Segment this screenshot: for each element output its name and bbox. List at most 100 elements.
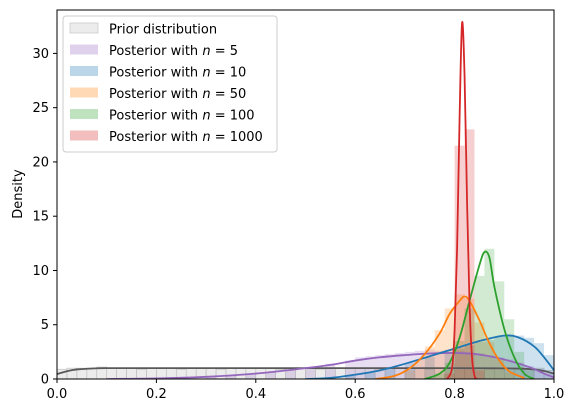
hist-bar bbox=[414, 350, 425, 379]
legend-label-variable: n bbox=[202, 130, 210, 145]
y-tick-label: 25 bbox=[32, 101, 49, 116]
hist-bar bbox=[285, 370, 296, 379]
legend-label: Posterior with n = 10 bbox=[109, 66, 246, 81]
x-tick-label: 1.0 bbox=[544, 387, 565, 402]
legend-entry: Posterior with n = 10 bbox=[70, 66, 246, 81]
legend-swatch bbox=[70, 87, 98, 98]
hist-bar bbox=[484, 339, 495, 379]
legend-label-prefix: Posterior with bbox=[109, 130, 202, 145]
legend-label: Posterior with n = 100 bbox=[109, 109, 255, 124]
y-tick-label: 15 bbox=[32, 210, 49, 225]
hist-bar bbox=[206, 376, 217, 379]
series-4-kde-line bbox=[424, 250, 535, 379]
legend-label-value: = 10 bbox=[211, 66, 247, 81]
legend-label: Posterior with n = 1000 bbox=[109, 130, 263, 145]
legend-entry: Posterior with n = 1000 bbox=[70, 130, 263, 145]
legend-swatch bbox=[70, 66, 98, 76]
legend-label-variable: n bbox=[202, 66, 210, 81]
legend-label-variable: n bbox=[202, 44, 210, 59]
hist-bar bbox=[385, 368, 395, 379]
legend-entry: Prior distribution bbox=[69, 22, 217, 38]
legend-label-prefix: Prior distribution bbox=[109, 23, 217, 38]
kde-layer bbox=[57, 21, 554, 379]
y-tick-label: 20 bbox=[32, 155, 49, 170]
hist-bar bbox=[454, 350, 465, 379]
y-tick-label: 5 bbox=[41, 318, 49, 333]
hist-bar bbox=[504, 334, 515, 379]
hist-bar bbox=[514, 335, 525, 379]
series-3-kde-line bbox=[374, 295, 525, 379]
hist-bar bbox=[464, 345, 475, 379]
hist-bar bbox=[136, 368, 147, 379]
hist-bar bbox=[235, 367, 247, 379]
legend-label-value: = 50 bbox=[211, 87, 247, 102]
y-tick-label: 10 bbox=[32, 264, 49, 279]
legend-label-prefix: Posterior with bbox=[109, 87, 202, 102]
hist-bar bbox=[414, 359, 425, 379]
hist-bar bbox=[404, 351, 415, 379]
hist-bar bbox=[494, 359, 505, 379]
x-tick-label: 0.4 bbox=[245, 387, 266, 402]
hist-bar bbox=[245, 374, 256, 379]
hist-bar bbox=[454, 348, 465, 379]
legend-label: Posterior with n = 5 bbox=[109, 44, 238, 59]
hist-bar bbox=[534, 343, 545, 379]
legend-swatch bbox=[69, 22, 99, 34]
series-5-kde-line bbox=[446, 21, 478, 379]
hist-bar bbox=[265, 372, 276, 379]
hist-bar bbox=[444, 362, 455, 379]
y-axis-title: Density bbox=[11, 169, 26, 219]
plot-frame bbox=[56, 9, 555, 380]
y-tick-label: 0 bbox=[41, 373, 49, 388]
hist-bar bbox=[474, 275, 485, 379]
hist-bar bbox=[424, 346, 435, 379]
legend-label-value: = 5 bbox=[211, 44, 238, 59]
hist-bar bbox=[404, 370, 415, 379]
legend-entry: Posterior with n = 50 bbox=[70, 87, 246, 102]
hist-bar bbox=[434, 373, 445, 379]
hist-bar bbox=[454, 341, 465, 379]
hist-bar bbox=[106, 367, 117, 379]
legend-swatch bbox=[70, 44, 98, 55]
hist-bar bbox=[464, 298, 475, 379]
hist-bar bbox=[225, 375, 236, 379]
hist-bar bbox=[325, 363, 336, 379]
hist-bar bbox=[504, 372, 515, 379]
hist-bar bbox=[215, 368, 227, 379]
x-tick-label: 0.0 bbox=[47, 387, 68, 402]
legend-swatch bbox=[70, 109, 98, 119]
y-axis: 0 5 10 15 20 25 30 bbox=[32, 47, 57, 388]
hist-bar bbox=[365, 372, 376, 379]
hist-bar bbox=[524, 337, 535, 379]
series-0-kde-line bbox=[57, 367, 554, 375]
x-tick-label: 0.8 bbox=[444, 387, 465, 402]
hist-bar bbox=[305, 367, 316, 379]
hist-bar bbox=[146, 367, 157, 379]
hist-bar bbox=[514, 362, 525, 379]
x-tick-label: 0.2 bbox=[146, 387, 167, 402]
hist-bar bbox=[116, 367, 127, 379]
hist-bar bbox=[474, 352, 485, 379]
legend-entry: Posterior with n = 5 bbox=[70, 44, 238, 59]
legend-label-value: = 100 bbox=[211, 109, 255, 124]
hist-bar bbox=[524, 365, 535, 379]
y-tick-label: 30 bbox=[32, 47, 49, 62]
legend-label-variable: n bbox=[202, 87, 210, 102]
legend-label-prefix: Posterior with bbox=[109, 109, 202, 124]
hist-bar bbox=[544, 355, 554, 379]
hist-bar bbox=[385, 354, 395, 379]
hist-bar bbox=[464, 351, 475, 379]
legend-label-prefix: Posterior with bbox=[109, 66, 202, 81]
x-axis: 0.0 0.2 0.4 0.6 0.8 1.0 bbox=[47, 379, 565, 402]
hist-bar bbox=[464, 129, 475, 379]
legend-label-value: = 1000 bbox=[211, 130, 263, 145]
hist-bar bbox=[345, 360, 356, 379]
legend-entry: Posterior with n = 100 bbox=[70, 109, 255, 124]
x-tick-label: 0.6 bbox=[345, 387, 366, 402]
hist-bar bbox=[126, 367, 137, 379]
hist-bar bbox=[404, 362, 415, 379]
hist-bar bbox=[424, 349, 435, 379]
hist-bar bbox=[434, 350, 445, 379]
